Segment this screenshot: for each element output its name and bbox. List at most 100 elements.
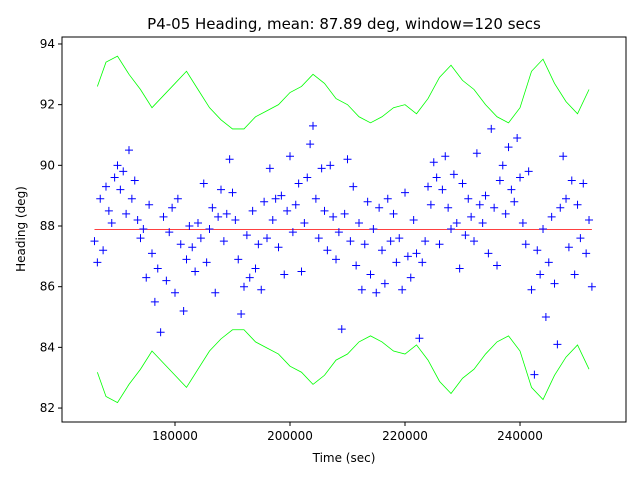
- data-point: [363, 197, 372, 206]
- y-tick-label: 94: [40, 37, 55, 51]
- data-point: [119, 167, 128, 176]
- x-axis-label: Time (sec): [312, 451, 376, 465]
- data-point: [587, 282, 596, 291]
- data-point: [447, 225, 456, 234]
- data-point: [507, 185, 516, 194]
- data-point: [541, 313, 550, 322]
- data-point: [444, 203, 453, 212]
- data-point: [222, 209, 231, 218]
- data-point: [352, 261, 361, 270]
- series-line: [96, 55, 590, 130]
- data-point: [429, 158, 438, 167]
- data-point: [487, 124, 496, 133]
- data-point: [179, 306, 188, 315]
- data-point: [317, 164, 326, 173]
- data-point: [196, 234, 205, 243]
- data-point: [435, 240, 444, 249]
- x-tick-label: 180000: [152, 429, 198, 443]
- data-point: [495, 176, 504, 185]
- data-point: [130, 176, 139, 185]
- data-point: [251, 264, 260, 273]
- data-point: [573, 200, 582, 209]
- data-point: [245, 273, 254, 282]
- data-point: [524, 167, 533, 176]
- data-point: [536, 270, 545, 279]
- data-point: [415, 334, 424, 343]
- data-point: [257, 285, 266, 294]
- data-point: [150, 297, 159, 306]
- data-point: [185, 222, 194, 231]
- data-point: [579, 179, 588, 188]
- data-point: [481, 191, 490, 200]
- data-point: [191, 267, 200, 276]
- data-point: [409, 215, 418, 224]
- data-point: [170, 288, 179, 297]
- data-point: [165, 228, 174, 237]
- data-point: [122, 209, 131, 218]
- data-point: [467, 212, 476, 221]
- data-point: [139, 225, 148, 234]
- data-point: [277, 191, 286, 200]
- data-point: [228, 188, 237, 197]
- data-point: [142, 273, 151, 282]
- data-point: [432, 173, 441, 182]
- data-point: [182, 255, 191, 264]
- data-point: [248, 206, 257, 215]
- data-point: [378, 246, 387, 255]
- data-point: [286, 152, 295, 161]
- data-point: [530, 370, 539, 379]
- data-point: [162, 276, 171, 285]
- data-point: [337, 325, 346, 334]
- data-point: [168, 203, 177, 212]
- series-line: [96, 329, 590, 404]
- data-point: [188, 243, 197, 252]
- data-point: [484, 249, 493, 258]
- data-point: [421, 237, 430, 246]
- chart-title: P4-05 Heading, mean: 87.89 deg, window=1…: [147, 15, 541, 33]
- data-point: [96, 194, 105, 203]
- data-point: [360, 240, 369, 249]
- data-point: [116, 185, 125, 194]
- data-point: [449, 170, 458, 179]
- x-tick-label: 240000: [497, 429, 543, 443]
- data-point: [265, 164, 274, 173]
- y-tick-label: 86: [40, 280, 55, 294]
- data-point: [99, 246, 108, 255]
- data-point: [314, 234, 323, 243]
- data-point: [455, 264, 464, 273]
- data-point: [369, 225, 378, 234]
- data-point: [513, 134, 522, 143]
- data-point: [395, 234, 404, 243]
- data-point: [176, 240, 185, 249]
- data-point: [516, 173, 525, 182]
- data-point: [375, 203, 384, 212]
- data-point: [498, 161, 507, 170]
- data-point: [311, 194, 320, 203]
- data-point: [110, 173, 119, 182]
- data-point: [464, 194, 473, 203]
- data-point: [346, 237, 355, 246]
- data-point: [309, 121, 318, 130]
- data-point: [518, 218, 527, 227]
- data-point: [383, 194, 392, 203]
- data-point: [357, 285, 366, 294]
- data-point: [173, 194, 182, 203]
- data-point: [242, 231, 251, 240]
- data-point: [147, 249, 156, 258]
- data-point: [159, 212, 168, 221]
- data-point: [306, 140, 315, 149]
- data-point: [193, 218, 202, 227]
- data-point: [398, 285, 407, 294]
- data-point: [205, 225, 214, 234]
- data-point: [263, 234, 272, 243]
- data-point: [550, 279, 559, 288]
- data-point: [271, 194, 280, 203]
- data-point: [412, 249, 421, 258]
- y-tick-label: 82: [40, 401, 55, 415]
- data-point: [254, 240, 263, 249]
- data-point: [372, 288, 381, 297]
- data-point: [133, 215, 142, 224]
- data-point: [294, 179, 303, 188]
- data-point: [332, 255, 341, 264]
- data-point: [113, 161, 122, 170]
